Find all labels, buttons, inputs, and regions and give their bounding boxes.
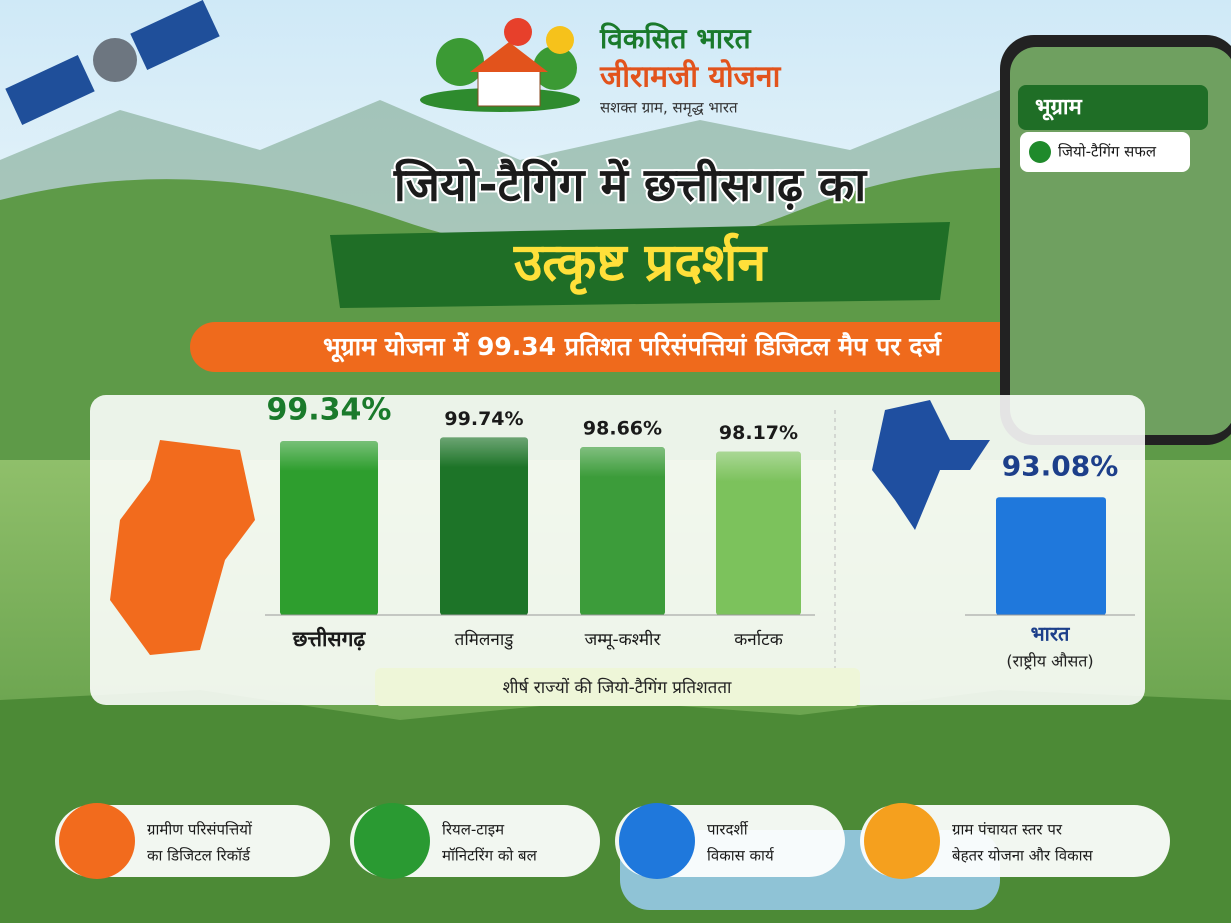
value-label: 99.74% [444, 408, 523, 430]
value-label: 99.34% [267, 392, 392, 427]
feature-card [860, 805, 1170, 877]
bar [280, 440, 378, 615]
bar [716, 451, 801, 615]
title-brush [330, 222, 950, 308]
national-value-label: 93.08% [1002, 449, 1119, 482]
feature-line2: बेहतर योजना और विकास [952, 847, 1094, 865]
bar [580, 447, 665, 615]
chhattisgarh-map [110, 440, 255, 655]
title-line2: उत्कृष्ट प्रदर्शन [513, 232, 769, 295]
bar [440, 437, 528, 615]
feature-line2: मॉनिटरिंग को बल [442, 847, 538, 865]
feature-icon [619, 803, 695, 879]
logo-line1: विकसित भारत [599, 22, 752, 55]
satellite [5, 0, 220, 126]
bar-shine [280, 440, 378, 471]
category-label: जम्मू-कश्मीर [585, 629, 662, 650]
value-label: 98.17% [719, 422, 798, 444]
national-note: (राष्ट्रीय औसत) [1006, 652, 1093, 671]
feature-line2: का डिजिटल रिकॉर्ड [147, 847, 251, 865]
category-label: तमिलनाडु [455, 629, 515, 650]
bar-shine [716, 451, 801, 482]
logo-line2: जीरामजी योजना [599, 59, 782, 95]
phone-status: जियो-टैगिंग सफल [1058, 143, 1157, 161]
tagline: सशक्त ग्राम, समृद्ध भारत [600, 99, 738, 118]
feature-line1: रियल-टाइम [442, 821, 505, 839]
chart-caption: शीर्ष राज्यों की जियो-टैगिंग प्रतिशतता [503, 677, 732, 698]
feature-line1: पारदर्शी [707, 821, 749, 839]
caption-box [375, 668, 860, 706]
logo-graphic [420, 18, 580, 112]
banner-text: भूग्राम योजना में 99.34 प्रतिशत परिसंपत्… [323, 332, 943, 363]
national-bar [996, 497, 1106, 615]
india-map [872, 400, 990, 530]
feature-line1: ग्राम पंचायत स्तर पर [952, 821, 1063, 839]
phone-app-name: भूग्राम [1035, 95, 1083, 121]
bar-shine [440, 437, 528, 468]
feature-line1: ग्रामीण परिसंपत्तियों [147, 821, 253, 839]
value-label: 98.66% [583, 418, 662, 440]
feature-icon [864, 803, 940, 879]
phone [1000, 35, 1231, 445]
feature-line2: विकास कार्य [707, 847, 775, 865]
category-label: कर्नाटक [734, 629, 783, 650]
national-name: भारत [1031, 622, 1071, 646]
feature-icon [354, 803, 430, 879]
banner [190, 322, 1075, 372]
bar-shine [580, 447, 665, 478]
category-label: छत्तीसगढ़ [292, 626, 367, 651]
title-line1: जियो-टैगिंग में छत्तीसगढ़ का [393, 158, 868, 212]
feature-icon [59, 803, 135, 879]
